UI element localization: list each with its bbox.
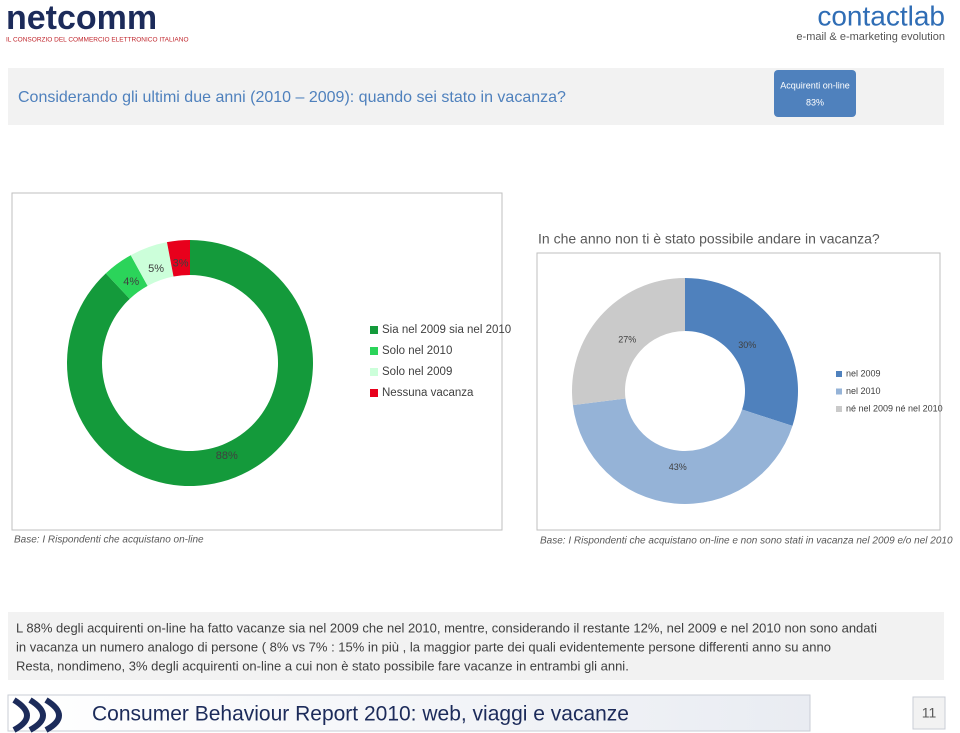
- page-box: [912, 696, 946, 730]
- footer-bar: [7, 694, 811, 732]
- summary-line: Resta, nondimeno, 3% degli acquirenti on…: [16, 658, 629, 673]
- badge: [774, 70, 856, 117]
- page-number: 11: [922, 705, 937, 721]
- data-label: 4%: [123, 276, 139, 288]
- brand-left-sub: IL CONSORZIO DEL COMMERCIO ELETTRONICO I…: [6, 37, 189, 44]
- data-label: 43%: [669, 462, 687, 472]
- summary-line: in vacanza un numero analogo di persone …: [16, 639, 831, 654]
- data-label: 5%: [148, 263, 164, 275]
- legend-swatch: [370, 389, 378, 397]
- footer-title: Consumer Behaviour Report 2010: web, via…: [92, 703, 629, 726]
- legend-swatch: [370, 347, 378, 355]
- pie-slice: [166, 240, 190, 277]
- legend-label: Nessuna vacanza: [382, 387, 474, 399]
- data-label: 30%: [738, 340, 756, 350]
- legend-label: nel 2009: [846, 368, 881, 378]
- legend-swatch: [836, 388, 842, 395]
- chart-title: In che anno non ti è stato possibile and…: [538, 231, 880, 247]
- legend-label: nel 2010: [846, 386, 881, 396]
- pie-slice: [685, 278, 798, 426]
- brand-right-sub: e-mail & e-marketing evolution: [796, 31, 945, 43]
- pie-slice: [130, 242, 174, 286]
- data-label: 3%: [173, 257, 189, 269]
- chart-note: Base: I Rispondenti che acquistano on-li…: [540, 536, 953, 547]
- legend-swatch: [836, 371, 842, 377]
- data-label: 27%: [618, 334, 636, 344]
- legend-label: né nel 2009 né nel 2010: [846, 403, 943, 413]
- data-label: 88%: [216, 450, 238, 462]
- pie-slice: [572, 278, 685, 406]
- brand-right: contactlab: [817, 0, 945, 31]
- legend-label: Solo nel 2010: [382, 345, 452, 357]
- badge-label: Acquirenti on-line: [780, 80, 850, 90]
- summary-line: L 88% degli acquirenti on-line ha fatto …: [16, 620, 877, 635]
- footer-logo: [12, 697, 62, 733]
- pie-slice: [572, 398, 793, 504]
- brand-left: netcomm: [6, 0, 157, 37]
- badge-value: 83%: [806, 97, 824, 107]
- legend-label: Sia nel 2009 sia nel 2010: [382, 324, 511, 336]
- legend-swatch: [370, 326, 378, 334]
- legend-swatch: [370, 368, 378, 376]
- legend-swatch: [836, 406, 842, 412]
- legend-label: Solo nel 2009: [382, 366, 452, 378]
- summary-box: [8, 612, 944, 680]
- chart-note: Base: I Rispondenti che acquistano on-li…: [14, 535, 204, 546]
- question: Considerando gli ultimi due anni (2010 –…: [18, 89, 566, 106]
- pie-slice: [105, 255, 148, 299]
